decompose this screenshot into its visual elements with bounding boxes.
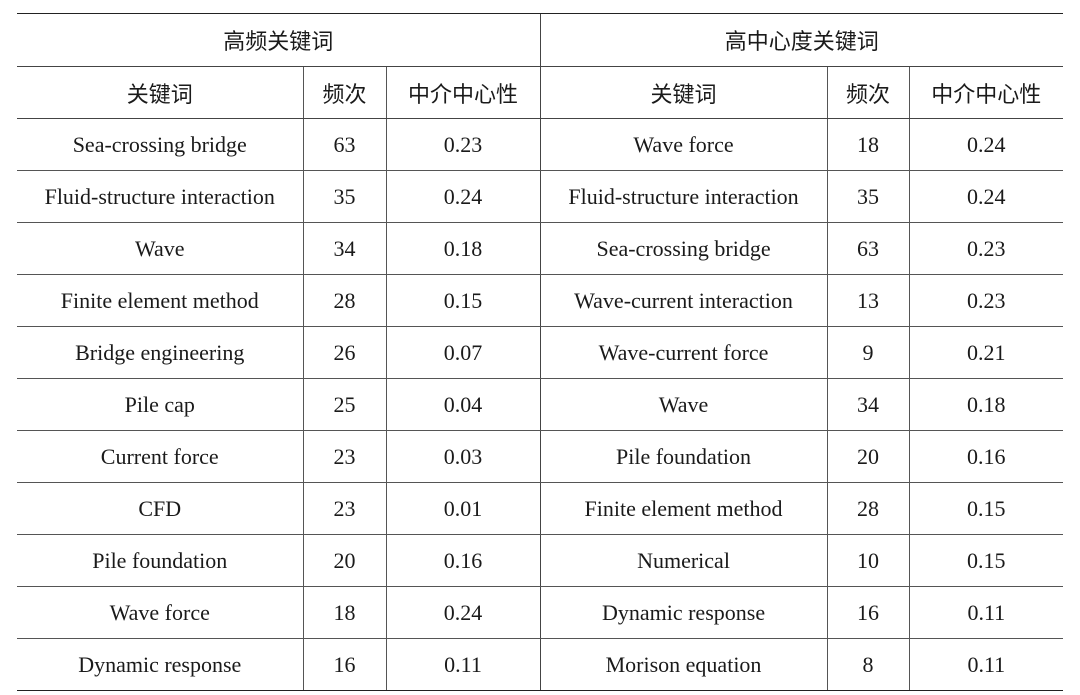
frequency-cell: 16: [826, 586, 910, 639]
column-header-row: 关键词 频次 中介中心性 关键词 频次 中介中心性: [17, 66, 1064, 119]
centrality-cell: 0.23: [908, 222, 1064, 275]
frequency-cell: 20: [302, 534, 386, 587]
frequency-cell: 9: [826, 326, 910, 379]
centrality-cell: 0.18: [908, 378, 1064, 431]
keyword-cell: Fluid-structure interaction: [539, 170, 828, 223]
centrality-cell: 0.18: [385, 222, 541, 275]
keyword-cell: Wave: [539, 378, 828, 431]
keyword-cell: Wave-current force: [539, 326, 828, 379]
frequency-cell: 10: [826, 534, 910, 587]
centrality-cell: 0.04: [385, 378, 541, 431]
table-row: Wave force 18 0.24 Dynamic response 16 0.11: [17, 586, 1064, 639]
table-row: Wave 34 0.18 Sea-crossing bridge 63 0.23: [17, 222, 1064, 275]
frequency-cell: 34: [302, 222, 386, 275]
table-row: Sea-crossing bridge 63 0.23 Wave force 18 0.2…: [17, 118, 1064, 171]
column-header-keyword: 关键词: [17, 66, 303, 119]
frequency-cell: 18: [302, 586, 386, 639]
frequency-cell: 26: [302, 326, 386, 379]
keyword-cell: Dynamic response: [539, 586, 828, 639]
frequency-cell: 34: [826, 378, 910, 431]
group-header-high-centrality: 高中心度关键词: [539, 13, 1064, 67]
centrality-cell: 0.01: [385, 482, 541, 535]
keyword-cell: Finite element method: [539, 482, 828, 535]
column-header-frequency: 频次: [826, 66, 910, 119]
centrality-cell: 0.24: [908, 118, 1064, 171]
frequency-cell: 63: [826, 222, 910, 275]
keyword-cell: Pile foundation: [539, 430, 828, 483]
frequency-cell: 28: [302, 274, 386, 327]
frequency-cell: 8: [826, 638, 910, 691]
column-header-centrality: 中介中心性: [385, 66, 541, 119]
table-row: Finite element method 28 0.15 Wave-current …: [17, 274, 1064, 327]
centrality-cell: 0.16: [385, 534, 541, 587]
table-row: CFD 23 0.01 Finite element method 28 0.15: [17, 482, 1064, 535]
centrality-cell: 0.11: [385, 638, 541, 691]
keyword-cell: Fluid-structure interaction: [17, 170, 303, 223]
table-row: Bridge engineering 26 0.07 Wave-current for…: [17, 326, 1064, 379]
keyword-cell: Wave force: [17, 586, 303, 639]
frequency-cell: 13: [826, 274, 910, 327]
centrality-cell: 0.23: [385, 118, 541, 171]
centrality-cell: 0.11: [908, 586, 1064, 639]
table-row: Current force 23 0.03 Pile foundation 20 0.16: [17, 430, 1064, 483]
table-row: Fluid-structure interaction 35 0.24 Fluid-s…: [17, 170, 1064, 223]
keyword-cell: Dynamic response: [17, 638, 303, 691]
centrality-cell: 0.07: [385, 326, 541, 379]
frequency-cell: 35: [302, 170, 386, 223]
keyword-cell: Finite element method: [17, 274, 303, 327]
centrality-cell: 0.03: [385, 430, 541, 483]
centrality-cell: 0.16: [908, 430, 1064, 483]
frequency-cell: 63: [302, 118, 386, 171]
group-header-row: 高频关键词 高中心度关键词: [17, 13, 1064, 67]
keyword-cell: Bridge engineering: [17, 326, 303, 379]
table-row: Pile cap 25 0.04 Wave 34 0.18: [17, 378, 1064, 431]
keyword-cell: Wave-current interaction: [539, 274, 828, 327]
keyword-cell: Numerical: [539, 534, 828, 587]
centrality-cell: 0.15: [385, 274, 541, 327]
centrality-cell: 0.15: [908, 534, 1064, 587]
table-row: Pile foundation 20 0.16 Numerical 10 0.15: [17, 534, 1064, 587]
column-header-keyword: 关键词: [539, 66, 828, 119]
keyword-table: 高频关键词 高中心度关键词 关键词 频次 中介中心性 关键词 频次 中介中心性 …: [17, 13, 1064, 691]
frequency-cell: 16: [302, 638, 386, 691]
frequency-cell: 35: [826, 170, 910, 223]
centrality-cell: 0.15: [908, 482, 1064, 535]
column-header-centrality: 中介中心性: [908, 66, 1064, 119]
keyword-cell: Pile cap: [17, 378, 303, 431]
frequency-cell: 25: [302, 378, 386, 431]
frequency-cell: 23: [302, 482, 386, 535]
centrality-cell: 0.24: [385, 170, 541, 223]
keyword-cell: Sea-crossing bridge: [539, 222, 828, 275]
keyword-cell: Morison equation: [539, 638, 828, 691]
keyword-cell: Sea-crossing bridge: [17, 118, 303, 171]
keyword-cell: Current force: [17, 430, 303, 483]
keyword-cell: Pile foundation: [17, 534, 303, 587]
keyword-cell: Wave: [17, 222, 303, 275]
table-row: Dynamic response 16 0.11 Morison equation 8 0…: [17, 638, 1064, 691]
centrality-cell: 0.23: [908, 274, 1064, 327]
frequency-cell: 23: [302, 430, 386, 483]
centrality-cell: 0.11: [908, 638, 1064, 691]
group-header-high-frequency: 高频关键词: [17, 13, 541, 67]
keyword-cell: CFD: [17, 482, 303, 535]
centrality-cell: 0.24: [385, 586, 541, 639]
frequency-cell: 28: [826, 482, 910, 535]
frequency-cell: 18: [826, 118, 910, 171]
table-body: Sea-crossing bridge 63 0.23 Wave force 18 0.2…: [17, 118, 1064, 691]
column-header-frequency: 频次: [302, 66, 386, 119]
centrality-cell: 0.21: [908, 326, 1064, 379]
centrality-cell: 0.24: [908, 170, 1064, 223]
frequency-cell: 20: [826, 430, 910, 483]
keyword-cell: Wave force: [539, 118, 828, 171]
